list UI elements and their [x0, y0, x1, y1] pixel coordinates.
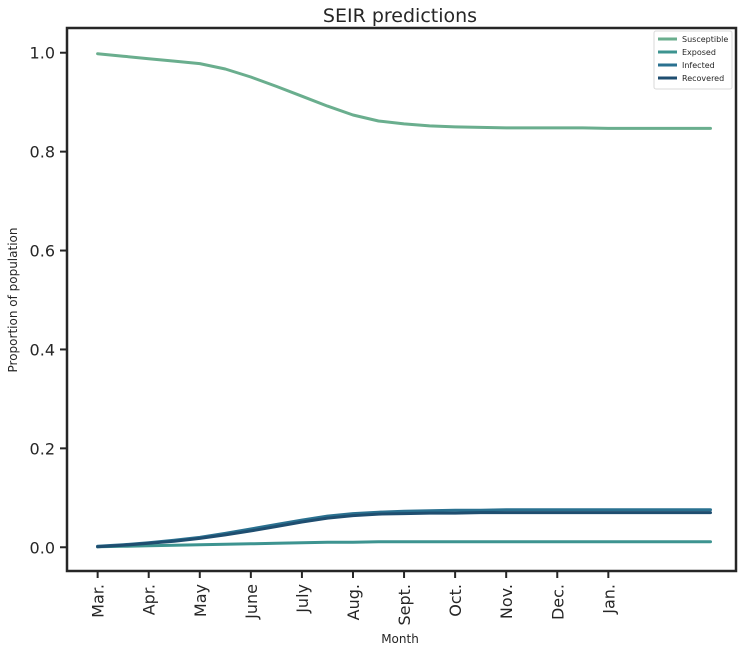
x-tick-label: Oct. [446, 584, 465, 617]
legend-label: Recovered [682, 74, 724, 83]
y-tick-label: 0.2 [30, 439, 55, 458]
legend-label: Susceptible [682, 35, 728, 44]
x-tick-label: Jan. [599, 584, 618, 615]
y-tick-label: 0.0 [30, 538, 55, 557]
x-tick-label: Aug. [344, 584, 363, 620]
chart-title: SEIR predictions [323, 5, 477, 27]
x-tick-label: Nov. [497, 584, 516, 619]
x-tick-label: June [242, 584, 261, 620]
series-line-exposed [96, 540, 712, 549]
legend: Susceptible Exposed Infected Recovered [653, 30, 733, 90]
legend-label: Infected [682, 61, 715, 70]
series-line-recovered [96, 511, 712, 549]
x-tick-label: July [293, 584, 312, 614]
y-axis-label: Proportion of population [6, 228, 20, 373]
x-axis-label: Month [381, 632, 419, 646]
x-tick-label: Apr. [140, 584, 159, 615]
legend-label: Exposed [682, 48, 716, 57]
legend-box [653, 30, 733, 90]
x-tick-label: Mar. [89, 584, 108, 618]
y-tick-label: 0.6 [30, 242, 55, 261]
plot-frame [65, 26, 738, 573]
x-tick-label: May [191, 584, 210, 617]
y-tick-label: 0.4 [30, 340, 55, 359]
x-tick-label: Sept. [395, 584, 414, 626]
y-tick-label: 0.8 [30, 143, 55, 162]
series-line-susceptible [96, 52, 712, 130]
y-tick-label: 1.0 [30, 44, 55, 63]
x-tick-label: Dec. [548, 584, 567, 620]
